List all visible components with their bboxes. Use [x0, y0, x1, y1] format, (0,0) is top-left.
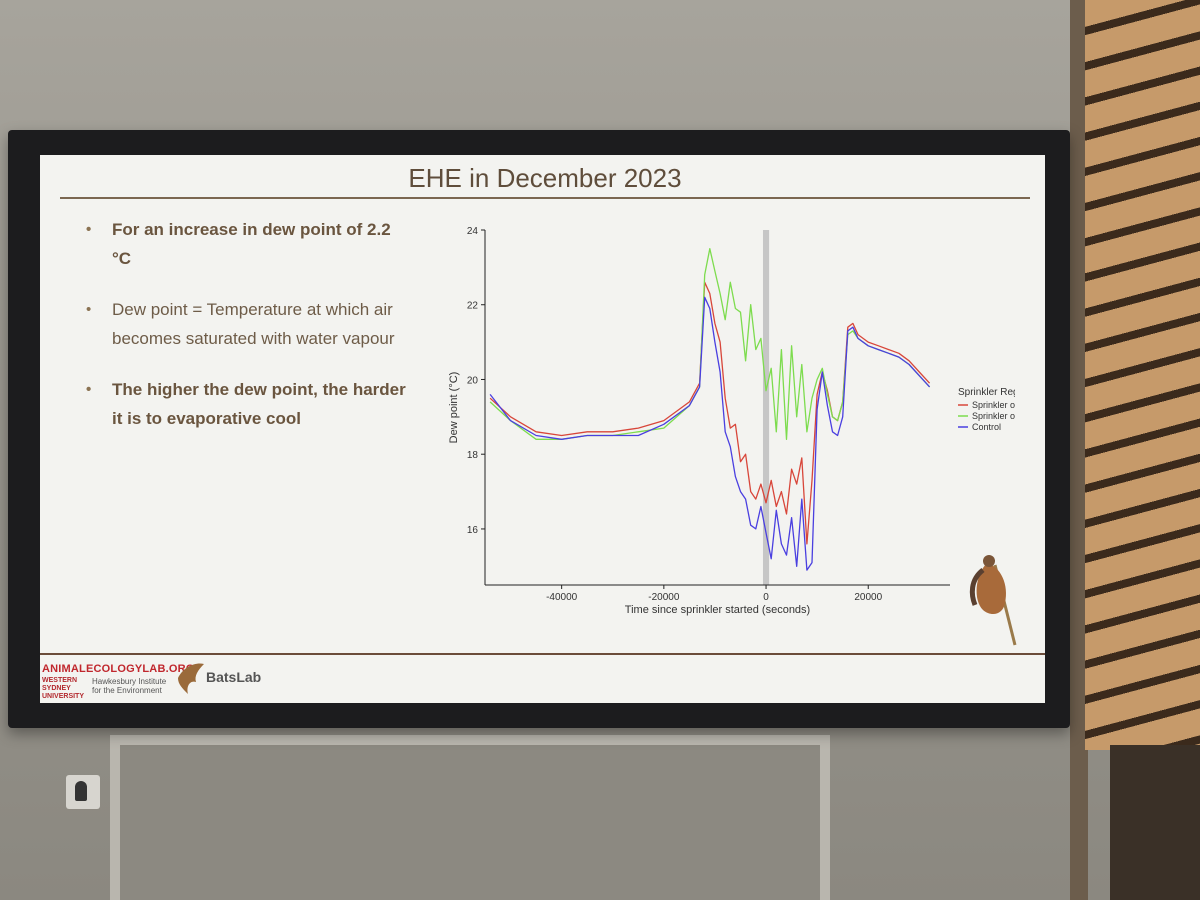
- institute-text: Hawkesbury Institute for the Environment: [92, 677, 167, 695]
- bat-photo: [969, 555, 1017, 646]
- bat-logo-icon: [178, 663, 204, 694]
- bullet-text: The higher the dew point, the harder it …: [112, 380, 406, 428]
- bullet-item: • The higher the dew point, the harder i…: [80, 375, 410, 433]
- x-axis-label: Time since sprinkler started (seconds): [625, 604, 810, 616]
- slide-title: EHE in December 2023: [408, 163, 682, 193]
- y-tick-label: 20: [467, 375, 479, 386]
- bullet-symbol: •: [86, 221, 92, 238]
- legend-entry: Sprinkler on: [972, 411, 1015, 421]
- x-tick-label: 0: [763, 592, 769, 603]
- x-tick-label: 20000: [854, 592, 882, 603]
- x-tick-label: -40000: [546, 592, 578, 603]
- lab-url-link[interactable]: ANIMALECOLOGYLAB.ORG: [42, 663, 195, 675]
- slat-frame: [1070, 0, 1088, 900]
- y-tick-label: 22: [467, 301, 479, 312]
- y-axis-label: Dew point (°C): [448, 372, 460, 444]
- slide-screen: EHE in December 2023 • For an increase i…: [40, 155, 1045, 703]
- bullet-item: • For an increase in dew point of 2.2 °C: [80, 215, 410, 273]
- bullet-symbol: •: [86, 301, 92, 318]
- person-icon: [75, 781, 87, 801]
- door-frame: [110, 735, 830, 900]
- y-tick-label: 16: [467, 525, 479, 536]
- series-line-sprinkler-off: [489, 281, 931, 545]
- university-logo-text: WESTERN SYDNEY UNIVERSITY: [42, 677, 85, 700]
- wooden-slat-wall: [1085, 0, 1200, 750]
- dark-pillar: [1110, 745, 1200, 900]
- dew-point-chart: 16 18 20 22 24 -40000 -20000 0 20000 Time since s…: [448, 226, 1015, 616]
- slide-title-bar: EHE in December 2023: [60, 155, 1030, 199]
- y-tick-label: 18: [467, 450, 479, 461]
- legend-entry: Sprinkler off: [972, 400, 1015, 410]
- legend-title: Sprinkler Regime: [958, 387, 1015, 398]
- wall-sign: [66, 775, 100, 809]
- sprinkler-start-band: [762, 230, 770, 585]
- bullet-symbol: •: [86, 381, 92, 398]
- series-line-sprinkler-on: [489, 248, 931, 440]
- bullet-text: For an increase in dew point of 2.2 °C: [112, 220, 391, 268]
- series-line-control: [489, 296, 931, 571]
- batslab-logo-text: BatsLab: [206, 669, 262, 685]
- legend-entry: Control: [972, 422, 1001, 432]
- bullet-item: • Dew point = Temperature at which air b…: [80, 295, 410, 353]
- y-tick-label: 24: [467, 226, 479, 237]
- footer-divider: [40, 653, 1045, 655]
- x-tick-label: -20000: [648, 592, 680, 603]
- bullet-list: • For an increase in dew point of 2.2 °C…: [80, 215, 410, 455]
- bullet-text: Dew point = Temperature at which air bec…: [112, 300, 395, 348]
